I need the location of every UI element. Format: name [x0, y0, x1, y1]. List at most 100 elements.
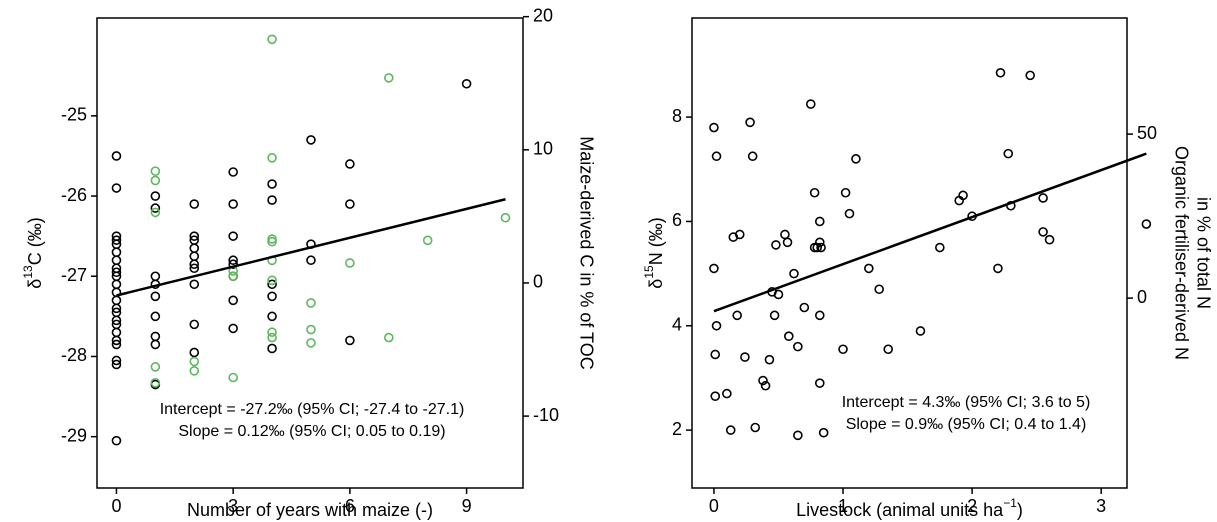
y2-axis-title: Maize-derived C in % of TOC	[576, 136, 596, 369]
y2-tick-label: 10	[533, 139, 553, 159]
data-point	[111, 183, 122, 193]
data-point	[732, 310, 742, 321]
data-point	[150, 378, 161, 388]
data-point	[189, 279, 200, 290]
data-point	[874, 284, 884, 295]
data-point	[773, 289, 784, 300]
data-point	[228, 372, 238, 383]
data-point	[769, 310, 780, 321]
data-point	[745, 117, 755, 128]
data-point	[958, 190, 968, 201]
data-point	[995, 67, 1006, 78]
data-point	[111, 335, 122, 346]
data-point	[383, 332, 394, 343]
data-point	[267, 291, 277, 302]
data-point	[747, 151, 758, 162]
data-point	[709, 263, 719, 274]
data-point	[809, 187, 820, 198]
data-point	[267, 279, 277, 290]
data-point	[844, 208, 855, 219]
data-point	[150, 166, 161, 176]
data-point	[228, 259, 238, 270]
y-axis-title: δ15N (‰)	[642, 217, 666, 288]
data-point	[851, 154, 861, 164]
data-point	[189, 356, 200, 367]
fit-line	[713, 152, 1147, 313]
data-point	[814, 310, 825, 321]
data-point	[228, 231, 238, 241]
y-axis-title-part: C (‰)	[25, 217, 45, 265]
data-point	[111, 247, 122, 257]
y2-tick-label: 20	[533, 5, 553, 25]
y2-axis-title: Organic fertiliser-derived N	[1171, 146, 1191, 360]
annotation: Slope = 0.9‰ (95% CI; 0.4 to 1.4)	[846, 416, 1087, 433]
plot-frame	[96, 17, 524, 489]
x-axis-title-part: Livestock (animal units ha	[796, 500, 1004, 520]
data-point	[758, 375, 768, 386]
data-point	[345, 258, 355, 268]
data-point	[189, 199, 200, 209]
data-point	[740, 352, 750, 362]
data-point	[150, 191, 161, 201]
data-point	[306, 338, 316, 348]
data-point	[267, 153, 277, 163]
data-point	[383, 73, 394, 83]
plot-frame	[691, 17, 1128, 489]
data-point	[306, 298, 316, 308]
x-tick-label: 9	[462, 496, 472, 516]
x-tick-label: 2	[967, 496, 977, 516]
annotation: Intercept = -27.2‰ (95% CI; -27.4 to -27…	[160, 401, 465, 418]
data-point	[1044, 234, 1055, 245]
data-point	[789, 268, 799, 279]
data-point	[189, 243, 200, 253]
data-point	[818, 427, 829, 438]
data-point	[793, 430, 803, 441]
data-point	[150, 331, 161, 342]
data-point	[793, 341, 803, 352]
data-point	[150, 362, 161, 372]
data-point	[1025, 70, 1035, 81]
y-axis-title-part: δ	[25, 279, 45, 289]
data-point	[799, 302, 810, 313]
data-point	[150, 339, 161, 350]
y-axis-title-part: 13	[21, 265, 35, 279]
data-point	[189, 231, 200, 241]
data-point	[816, 242, 826, 253]
y-tick-label: -27	[61, 265, 87, 285]
data-point	[722, 388, 732, 399]
data-point	[306, 324, 316, 335]
data-point	[461, 78, 472, 89]
data-point	[711, 151, 722, 162]
data-point	[111, 235, 122, 245]
data-point	[1003, 148, 1014, 159]
data-point	[345, 335, 355, 346]
x-tick-label: 0	[709, 496, 719, 516]
data-point	[189, 319, 200, 330]
data-point	[267, 311, 277, 322]
data-point	[422, 235, 433, 246]
x-tick-label: 1	[838, 496, 848, 516]
y-tick-label: -28	[61, 345, 87, 365]
data-point	[189, 263, 200, 274]
data-point	[805, 99, 816, 109]
data-point	[111, 267, 122, 278]
x-axis-title-part: )	[1017, 500, 1023, 520]
x-axis-title-part: −1	[1003, 496, 1017, 510]
data-point	[267, 236, 277, 247]
data-point	[814, 216, 825, 227]
data-point	[150, 271, 161, 282]
data-point	[267, 332, 277, 343]
x-axis-title: Number of years with maize (-)	[187, 500, 433, 520]
data-point	[812, 242, 823, 253]
y2-tick-label: 0	[533, 272, 543, 292]
data-point	[189, 251, 200, 262]
data-point	[267, 195, 277, 205]
data-point	[784, 331, 794, 342]
data-point	[111, 327, 122, 338]
data-point	[228, 167, 238, 177]
x-tick-label: 6	[345, 496, 355, 516]
data-point	[267, 179, 277, 189]
data-point	[111, 255, 122, 266]
data-point	[306, 135, 316, 145]
x-axis-title: Livestock (animal units ha−1)	[796, 496, 1023, 520]
